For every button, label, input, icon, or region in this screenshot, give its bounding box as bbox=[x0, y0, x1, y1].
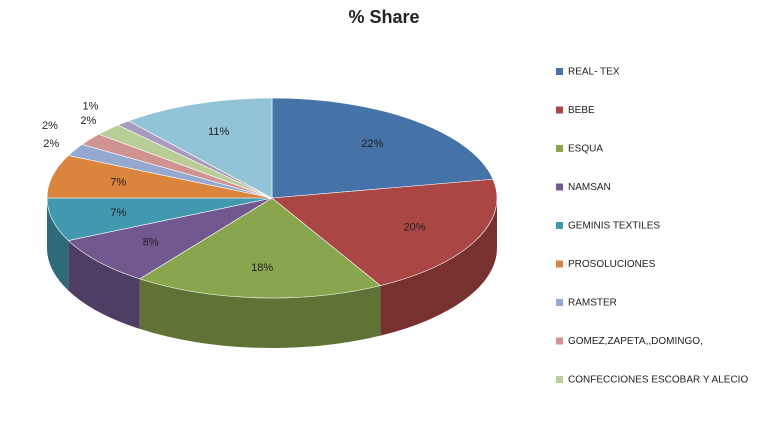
legend-swatch bbox=[556, 260, 563, 268]
legend-swatch bbox=[556, 222, 563, 229]
legend-swatch bbox=[556, 337, 563, 345]
legend-label: RAMSTER bbox=[568, 298, 617, 309]
legend-label: PROSOLUCIONES bbox=[568, 259, 656, 270]
legend-swatch bbox=[556, 299, 563, 306]
slice-side bbox=[47, 198, 69, 291]
legend-label: CONFECCIONES ESCOBAR Y ALECIO bbox=[568, 375, 748, 386]
legend-label: GOMEZ,ZAPETA,,DOMINGO, bbox=[568, 336, 703, 347]
slice bbox=[271, 178, 498, 286]
data-label: 8% bbox=[143, 237, 159, 249]
legend-swatch bbox=[556, 68, 563, 75]
legend-swatch bbox=[556, 376, 563, 383]
legend-label: BEBE bbox=[568, 105, 595, 116]
data-label: 2% bbox=[80, 115, 96, 127]
chart-title: % Share bbox=[348, 7, 419, 27]
data-label: 22% bbox=[361, 138, 383, 150]
legend-label: NAMSAN bbox=[568, 182, 611, 193]
legend-label: ESQUA bbox=[568, 144, 603, 155]
slice bbox=[67, 197, 273, 280]
legend-label: GEMINIS TEXTILES bbox=[568, 221, 660, 232]
data-label: 7% bbox=[110, 207, 126, 219]
slice-side bbox=[380, 198, 497, 336]
data-label: 2% bbox=[42, 120, 58, 132]
data-label: 20% bbox=[403, 222, 425, 234]
slice bbox=[271, 97, 494, 199]
data-label: 18% bbox=[251, 262, 273, 274]
slice bbox=[127, 97, 273, 199]
slice-side bbox=[139, 278, 381, 348]
legend-swatch bbox=[556, 145, 563, 152]
data-label: 11% bbox=[208, 126, 229, 138]
data-label: 2% bbox=[43, 138, 59, 150]
data-label: 7% bbox=[110, 177, 126, 189]
legend-swatch bbox=[556, 183, 563, 191]
slice bbox=[139, 197, 382, 299]
legend-label: REAL- TEX bbox=[568, 67, 620, 78]
data-label: 1% bbox=[83, 100, 99, 112]
slice-side bbox=[68, 240, 140, 329]
legend-swatch bbox=[556, 106, 563, 114]
